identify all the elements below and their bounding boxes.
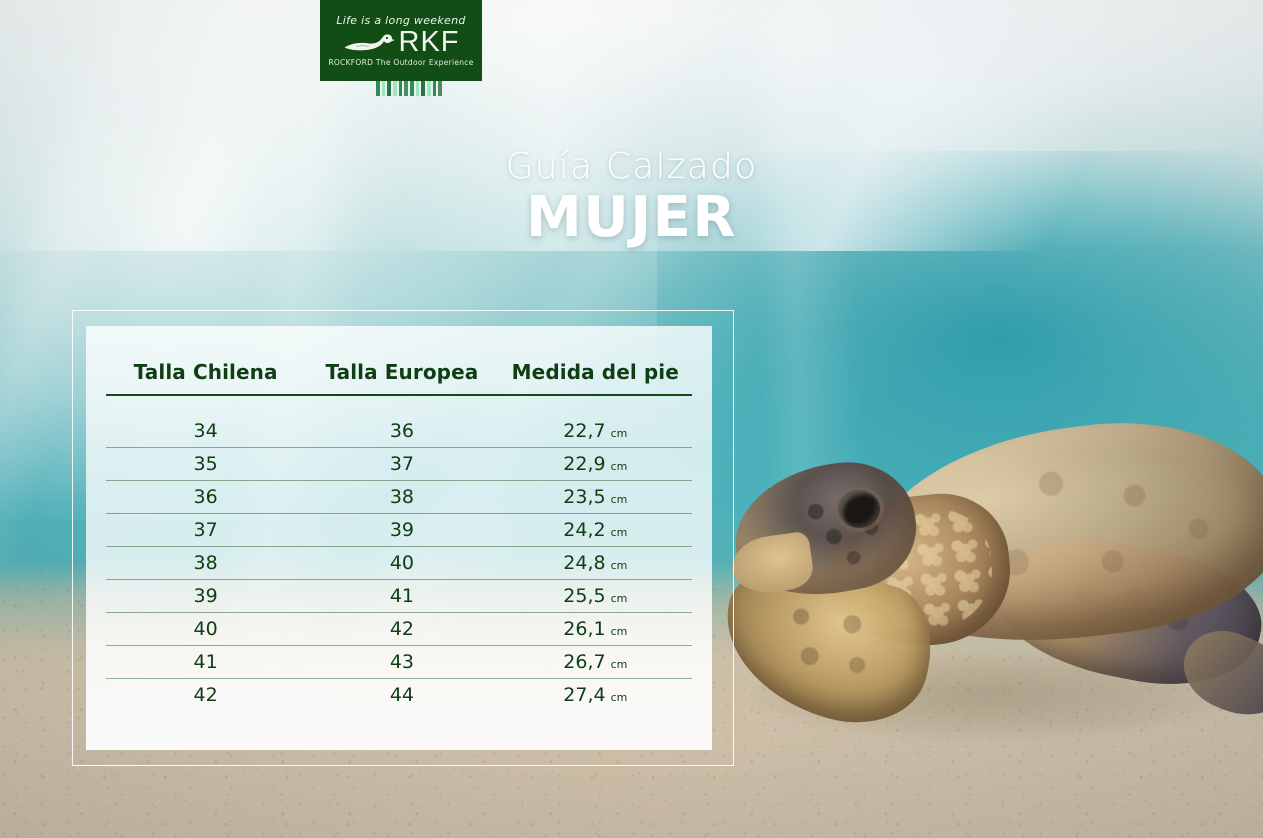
cell-pie: 22,9 cm: [498, 447, 692, 481]
duck-icon: [344, 33, 395, 50]
cell-europea: 38: [305, 480, 499, 514]
table-row: 34 36 22,7 cm: [106, 395, 692, 448]
size-table-head: Talla Chilena Talla Europea Medida del p…: [106, 358, 692, 396]
cell-europea: 41: [305, 579, 499, 613]
brand-name: RKF: [398, 26, 460, 58]
background-water-surface: [0, 0, 1263, 252]
column-header-talla-chilena: Talla Chilena: [106, 358, 306, 396]
cell-pie: 26,7 cm: [498, 645, 692, 679]
unit-label: cm: [610, 493, 628, 506]
unit-label: cm: [610, 460, 628, 473]
cell-pie: 27,4 cm: [563, 684, 628, 706]
cell-europea: 42: [305, 612, 499, 646]
table-row: 39 41 25,5 cm: [106, 579, 692, 613]
turtle-eye: [838, 490, 880, 528]
sea-turtle-illustration: [706, 403, 1263, 748]
brand-tagline: Life is a long weekend: [336, 14, 466, 27]
cell-chilena: 40: [106, 612, 306, 646]
size-table: Talla Chilena Talla Europea Medida del p…: [106, 358, 692, 711]
cell-europea: 44: [389, 684, 415, 706]
unit-label: cm: [610, 592, 628, 605]
page-title-block: Guía Calzado MUJER: [0, 146, 1263, 250]
cell-pie: 24,2 cm: [498, 513, 692, 547]
unit-label: cm: [610, 658, 628, 671]
size-table-frame: [72, 310, 734, 766]
cell-chilena: 36: [106, 480, 306, 514]
cell-chilena: 41: [106, 645, 306, 679]
size-table-body: 34 36 22,7 cm 35 37 22,9 cm 36 38 23,5 cm 37 39 24,2 cm…: [106, 395, 692, 711]
cell-europea: 39: [305, 513, 499, 547]
column-header-medida-del-pie: Medida del pie: [498, 358, 692, 396]
cell-europea: 40: [305, 546, 499, 580]
cell-chilena: 38: [106, 546, 306, 580]
cell-europea: 36: [305, 395, 499, 448]
cell-chilena: 34: [106, 395, 306, 448]
unit-label: cm: [610, 427, 628, 440]
cell-chilena: 39: [106, 579, 306, 613]
table-row: 38 40 24,8 cm: [106, 546, 692, 580]
cell-chilena: 37: [106, 513, 306, 547]
table-row: 42 44 27,4 cm: [106, 679, 692, 712]
cell-pie: 26,1 cm: [498, 612, 692, 646]
cell-pie: 22,7 cm: [498, 395, 692, 448]
cell-europea: 37: [305, 447, 499, 481]
brand-logo[interactable]: Life is a long weekend RKF ROCKFORD The …: [320, 0, 482, 81]
cell-chilena: 42: [193, 684, 218, 706]
cell-pie: 23,5 cm: [498, 480, 692, 514]
cell-europea: 43: [305, 645, 499, 679]
table-row: 36 38 23,5 cm: [106, 480, 692, 514]
page-eyebrow: Guía Calzado: [505, 146, 758, 187]
brand-subtitle: ROCKFORD The Outdoor Experience: [328, 58, 474, 67]
size-table-header-row: Talla Chilena Talla Europea Medida del p…: [106, 358, 692, 396]
table-row: 37 39 24,2 cm: [106, 513, 692, 547]
column-header-talla-europea: Talla Europea: [305, 358, 499, 396]
unit-label: cm: [610, 691, 628, 704]
cell-pie: 24,8 cm: [498, 546, 692, 580]
cell-pie: 25,5 cm: [498, 579, 692, 613]
unit-label: cm: [610, 559, 628, 572]
unit-label: cm: [610, 625, 628, 638]
size-table-panel: Talla Chilena Talla Europea Medida del p…: [86, 326, 712, 750]
table-row: 40 42 26,1 cm: [106, 612, 692, 646]
cell-chilena: 35: [106, 447, 306, 481]
table-row: 41 43 26,7 cm: [106, 645, 692, 679]
unit-label: cm: [610, 526, 628, 539]
page-title: MUJER: [526, 184, 737, 250]
table-row: 35 37 22,9 cm: [106, 447, 692, 481]
brand-accent-bars: [376, 81, 443, 96]
brand-logo-mark: RKF: [343, 28, 460, 57]
